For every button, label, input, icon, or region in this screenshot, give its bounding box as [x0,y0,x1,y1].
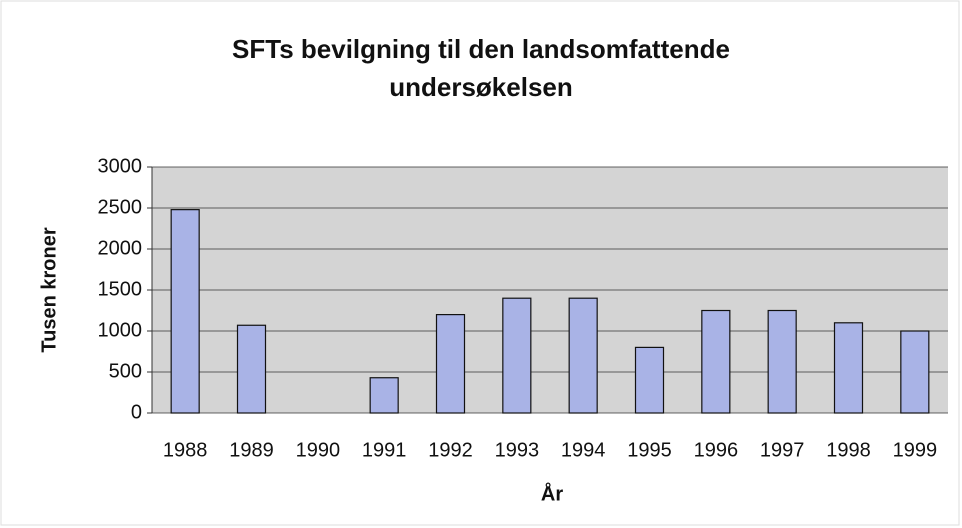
bar [701,309,731,414]
bar [369,377,399,414]
x-tick-label: 1990 [296,439,341,461]
y-tick-label: 1500 [98,278,143,300]
bar [767,309,797,414]
bar [170,209,200,414]
bar [435,314,466,414]
bar [833,322,864,414]
x-tick-label: 1992 [428,439,473,461]
x-tick-label: 1997 [760,439,805,461]
y-tick-label: 500 [109,360,142,382]
x-tick-label: 1994 [561,439,606,461]
x-tick-label: 1999 [893,439,938,461]
bar [568,297,598,414]
x-tick-label: 1996 [694,439,739,461]
x-axis-title: År [541,481,563,505]
x-tick-label: 1995 [627,439,672,461]
x-tick-label: 1988 [163,439,208,461]
chart-title: SFTs bevilgning til den landsomfattende … [232,34,730,102]
x-tick-label: 1989 [229,439,274,461]
y-tick-label: 2000 [98,237,143,259]
y-tick-label: 0 [131,401,142,423]
y-tick-label: 2500 [98,196,143,218]
bar [236,324,267,414]
bar [634,346,665,414]
y-axis-title: Tusen kroner [38,227,60,352]
y-tick-label: 3000 [98,155,143,177]
x-tick-label: 1998 [826,439,871,461]
bar [900,330,930,414]
bar [502,297,532,414]
y-tick-label: 1000 [98,319,143,341]
x-tick-label: 1993 [495,439,540,461]
x-tick-label: 1991 [362,439,407,461]
